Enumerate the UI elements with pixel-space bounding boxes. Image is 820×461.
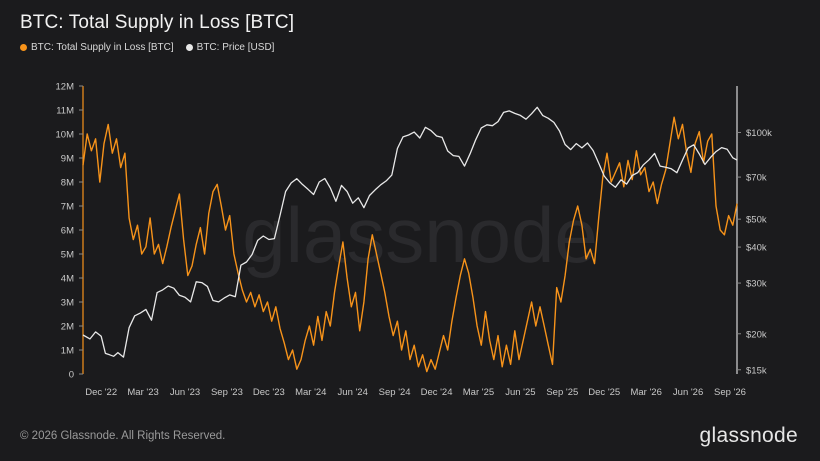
left-tick-label: 6M — [61, 226, 74, 237]
x-tick-label: Jun '26 — [673, 387, 703, 398]
x-tick-label: Dec '23 — [253, 387, 285, 398]
left-tick-label: 5M — [61, 250, 74, 261]
series-line-btc-price — [82, 106, 738, 358]
legend: BTC: Total Supply in Loss [BTC] BTC: Pri… — [20, 42, 274, 53]
x-tick-label: Sep '24 — [379, 387, 411, 398]
legend-label-price: BTC: Price [USD] — [196, 42, 275, 53]
copyright-footer: © 2026 Glassnode. All Rights Reserved. — [20, 430, 226, 442]
x-tick-label: Mar '23 — [127, 387, 158, 398]
series-line-supply-in-loss — [82, 116, 738, 373]
right-tick-label: $70k — [746, 173, 767, 184]
right-tick-label: $15k — [746, 365, 767, 376]
x-tick-label: Mar '26 — [630, 387, 661, 398]
x-tick-label: Dec '22 — [85, 387, 117, 398]
legend-item-supply[interactable]: BTC: Total Supply in Loss [BTC] — [20, 42, 174, 53]
right-tick-label: $100k — [746, 128, 772, 139]
left-tick-label: 8M — [61, 178, 74, 189]
left-tick-label: 12M — [56, 82, 75, 93]
legend-dot-price — [185, 44, 193, 51]
x-tick-label: Mar '25 — [463, 387, 494, 398]
left-tick-label: 11M — [56, 106, 74, 117]
x-tick-label: Sep '23 — [211, 387, 243, 398]
x-tick-label: Dec '25 — [588, 387, 620, 398]
x-tick-label: Sep '26 — [714, 387, 746, 398]
glassnode-logo: glassnode — [699, 424, 798, 447]
right-tick-label: $40k — [746, 243, 767, 254]
x-tick-label: Jun '24 — [338, 387, 368, 398]
x-tick-label: Sep '25 — [546, 387, 578, 398]
watermark-text: glassnode — [242, 191, 598, 279]
legend-dot-supply — [20, 44, 27, 51]
chart-title: BTC: Total Supply in Loss [BTC] — [20, 12, 295, 33]
right-tick-label: $50k — [746, 215, 767, 226]
legend-item-price[interactable]: BTC: Price [USD] — [185, 42, 275, 53]
x-tick-label: Mar '24 — [295, 387, 326, 398]
left-tick-label: 2M — [61, 322, 74, 333]
left-tick-label: 1M — [61, 346, 74, 357]
x-tick-label: Jun '23 — [170, 387, 200, 398]
left-tick-label: 4M — [61, 274, 74, 285]
left-tick-label: 0 — [69, 370, 74, 381]
left-tick-label: 9M — [61, 154, 74, 165]
x-tick-label: Dec '24 — [421, 387, 453, 398]
right-tick-label: $20k — [746, 329, 767, 340]
left-tick-label: 7M — [61, 202, 74, 213]
right-tick-label: $30k — [746, 279, 767, 290]
x-tick-label: Jun '25 — [505, 387, 535, 398]
legend-label-supply: BTC: Total Supply in Loss [BTC] — [31, 42, 174, 53]
left-tick-label: 3M — [61, 298, 74, 309]
left-tick-label: 10M — [56, 130, 75, 141]
